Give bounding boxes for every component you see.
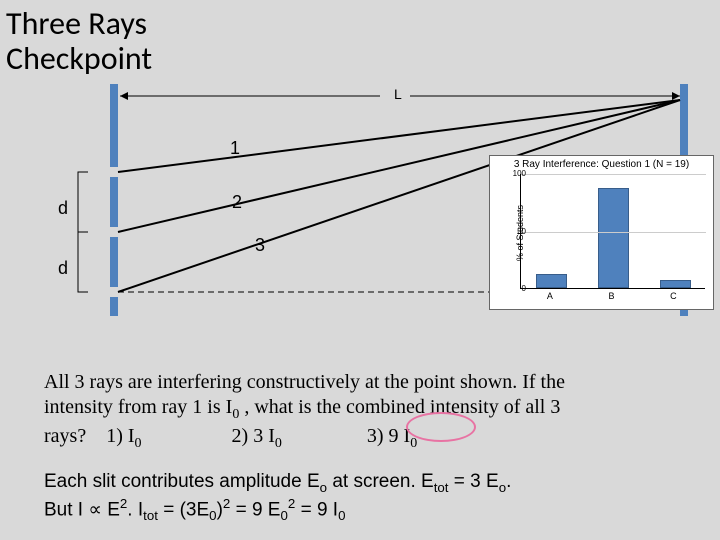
q-line2b: , what is the combined intensity of all … xyxy=(239,396,560,418)
inset-ytick: 0 xyxy=(522,284,526,293)
a-1a: Each slit contributes amplitude E xyxy=(44,471,320,492)
q-opt1-sub: 0 xyxy=(135,436,142,451)
title-line-1: Three Rays xyxy=(6,4,147,43)
d-label-1: d xyxy=(58,198,68,219)
a-2a: But I xyxy=(44,500,88,521)
q-line3: rays? xyxy=(44,425,86,447)
a-sub-01: 0 xyxy=(209,509,216,524)
q-opt3: 3) 9 I xyxy=(367,425,410,447)
question-text: All 3 rays are interfering constructivel… xyxy=(44,370,684,452)
a-2c: . I xyxy=(127,500,143,521)
title-line-2: Checkpoint xyxy=(6,39,152,78)
alpha: ∝ xyxy=(88,500,102,521)
a-sub-02: 0 xyxy=(280,509,287,524)
q-line1: All 3 rays are interfering constructivel… xyxy=(44,371,565,393)
a-2b: E xyxy=(102,500,120,521)
a-1b: at screen. E xyxy=(327,471,434,492)
inset-xtick: A xyxy=(547,291,553,301)
d-label-2: d xyxy=(58,258,68,279)
a-sub-tot1: tot xyxy=(434,480,449,495)
inset-bar xyxy=(660,280,691,288)
length-label: L xyxy=(394,86,402,102)
inset-ytick: 100 xyxy=(513,169,526,178)
ray-label-3: 3 xyxy=(255,235,265,256)
inset-gridline xyxy=(521,174,706,175)
inset-xtick: C xyxy=(670,291,677,301)
ray-label-2: 2 xyxy=(232,192,242,213)
a-2d: = (3E xyxy=(158,500,209,521)
a-1d: . xyxy=(506,471,511,492)
a-sub-o1: o xyxy=(320,480,327,495)
q-opt1: 1) I xyxy=(106,425,134,447)
answer-text: Each slit contributes amplitude Eo at sc… xyxy=(44,470,684,525)
q-line2a: intensity from ray 1 is I xyxy=(44,396,232,418)
inset-title: 3 Ray Interference: Question 1 (N = 19) xyxy=(490,156,713,170)
a-2g: = 9 I xyxy=(295,500,338,521)
q-opt2-sub: 0 xyxy=(275,436,282,451)
a-1c: = 3 E xyxy=(449,471,499,492)
inset-bar xyxy=(598,188,629,288)
inset-chart-container: 3 Ray Interference: Question 1 (N = 19) … xyxy=(489,155,714,310)
a-2f: = 9 E xyxy=(230,500,280,521)
ray-label-1: 1 xyxy=(230,138,240,159)
inset-gridline xyxy=(521,232,706,233)
a-sub-o2: o xyxy=(499,480,506,495)
a-sub-03: 0 xyxy=(338,509,345,524)
q-opt2: 2) 3 I xyxy=(232,425,275,447)
a-sub-tot2: tot xyxy=(143,509,158,524)
inset-ytick: 50 xyxy=(517,227,526,236)
inset-chart xyxy=(520,174,705,289)
slide-title: Three Rays Checkpoint xyxy=(6,6,152,76)
inset-xtick: B xyxy=(609,291,615,301)
answer-circle xyxy=(406,412,476,442)
inset-bar xyxy=(536,274,567,288)
